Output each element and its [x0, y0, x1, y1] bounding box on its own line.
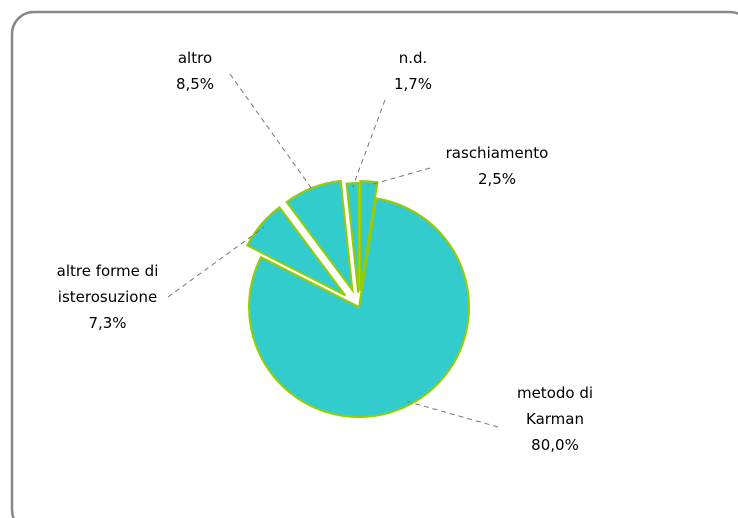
slice-label: raschiamento 2,5% — [437, 140, 557, 192]
pie-slice — [345, 182, 360, 294]
slice-label: altre forme di isterosuzione 7,3% — [25, 258, 190, 336]
value-label: 2,5% — [477, 170, 517, 188]
leader-line — [167, 226, 265, 298]
category-label: metodo di Karman — [516, 384, 594, 428]
value-label: 8,5% — [175, 75, 215, 93]
value-label: 80,0% — [531, 436, 579, 454]
slice-label: metodo di Karman 80,0% — [500, 380, 610, 458]
value-label: 7,3% — [88, 314, 127, 332]
category-label: raschiamento — [445, 144, 549, 162]
pie-slice — [285, 179, 354, 294]
slice-label: n.d. 1,7% — [368, 45, 458, 97]
leader-line — [352, 99, 386, 188]
slice-label: altro 8,5% — [150, 45, 240, 97]
pie-slice — [245, 205, 347, 297]
leader-line — [368, 167, 431, 186]
category-label: n.d. — [398, 49, 428, 67]
value-label: 1,7% — [393, 75, 433, 93]
leader-line — [406, 400, 499, 428]
pie-slice — [248, 197, 470, 418]
leader-line — [229, 73, 315, 192]
category-label: altro — [177, 49, 213, 67]
category-label: altre forme di isterosuzione — [56, 262, 159, 306]
